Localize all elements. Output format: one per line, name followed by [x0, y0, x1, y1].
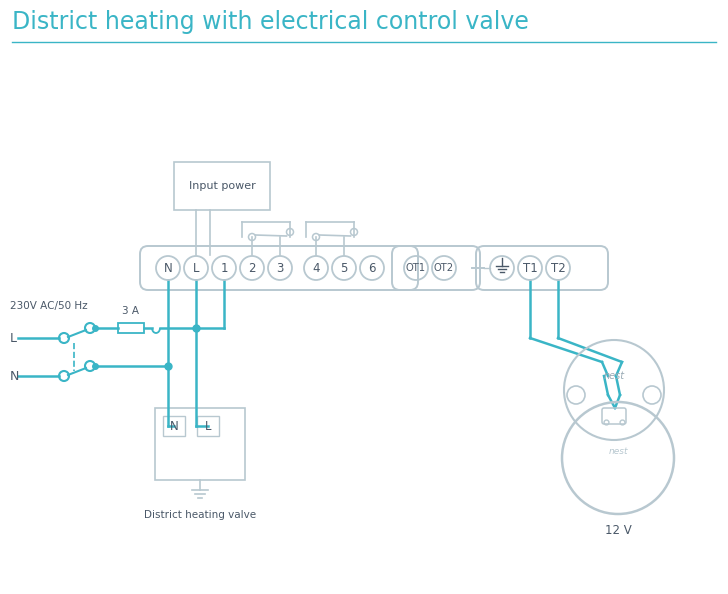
- Text: 5: 5: [340, 261, 348, 274]
- Text: District heating valve: District heating valve: [144, 510, 256, 520]
- Text: 3: 3: [277, 261, 284, 274]
- Text: 230V AC/50 Hz: 230V AC/50 Hz: [10, 301, 87, 311]
- Text: 4: 4: [312, 261, 320, 274]
- Text: 6: 6: [368, 261, 376, 274]
- Text: OT2: OT2: [434, 263, 454, 273]
- Text: OT1: OT1: [406, 263, 426, 273]
- Text: nest: nest: [604, 371, 625, 381]
- Text: Input power: Input power: [189, 181, 256, 191]
- Text: nest: nest: [609, 447, 628, 457]
- Text: District heating with electrical control valve: District heating with electrical control…: [12, 10, 529, 34]
- Text: L: L: [193, 261, 199, 274]
- Text: L: L: [205, 419, 211, 432]
- Text: 3 A: 3 A: [122, 306, 138, 316]
- Text: L: L: [10, 331, 17, 345]
- Text: N: N: [170, 419, 178, 432]
- Text: N: N: [10, 369, 20, 383]
- Text: 12 V: 12 V: [605, 523, 631, 536]
- Text: N: N: [164, 261, 173, 274]
- Text: 1: 1: [221, 261, 228, 274]
- Text: T2: T2: [550, 261, 566, 274]
- Text: 2: 2: [248, 261, 256, 274]
- Text: T1: T1: [523, 261, 537, 274]
